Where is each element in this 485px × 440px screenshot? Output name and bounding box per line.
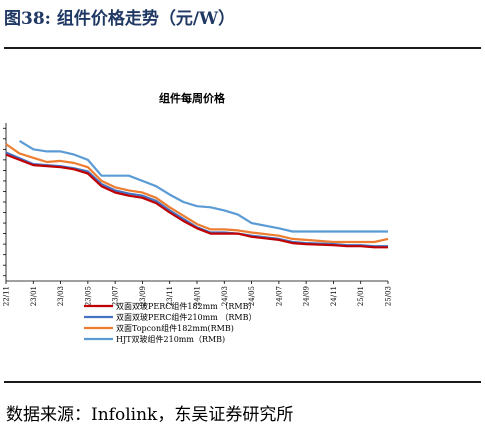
- top-rule: [4, 47, 481, 49]
- x-tick-label: 23/09: [139, 286, 147, 306]
- source-note: 数据来源：Infolink，东吴证券研究所: [6, 405, 294, 425]
- chart-title: 组件每周价格: [159, 91, 226, 105]
- legend: 双面双玻PERC组件182mm （RMB）双面双玻PERC组件210mm （RM…: [84, 301, 256, 344]
- series-line-1: [5, 153, 388, 249]
- series-line-3: [5, 143, 389, 244]
- x-tick-label: 24/05: [248, 286, 256, 306]
- legend-label: HJT双玻组件210mm（RMB): [116, 334, 225, 344]
- x-tick-label: 24/09: [303, 286, 311, 306]
- y-ticks: [3, 127, 6, 277]
- x-tick-label: 23/03: [57, 286, 65, 306]
- series-line-4: [19, 139, 388, 233]
- x-tick-label: 22/11: [3, 286, 11, 306]
- legend-label: 双面双玻PERC组件182mm （RMB）: [116, 301, 256, 311]
- price-chart: 组件每周价格 22/11 23/01 23/03 23/05 23/07 23/09 23/…: [3, 91, 393, 344]
- x-tick-label: 25/01: [357, 286, 365, 306]
- x-tick-label: 23/05: [84, 286, 92, 306]
- series-lines: [5, 139, 389, 249]
- x-tick-label: 24/07: [275, 286, 283, 306]
- x-tick-label: 24/03: [221, 286, 229, 306]
- x-tick-label: 23/01: [30, 286, 38, 306]
- x-tick-label: 24/11: [330, 286, 338, 306]
- x-tick-label: 23/07: [112, 286, 120, 306]
- x-tick-label: 23/11: [166, 286, 174, 306]
- x-ticks: 22/11 23/01 23/03 23/05 23/07 23/09 23/11 24/01…: [3, 281, 393, 306]
- bottom-rule: [4, 381, 481, 383]
- x-tick-label: 25/03: [385, 286, 393, 306]
- figure-title: 图38: 组件价格走势（元/W）: [4, 9, 236, 29]
- legend-label: 双面Topcon组件182mm(RMB): [116, 323, 234, 333]
- x-tick-label: 24/01: [194, 286, 202, 306]
- legend-label: 双面双玻PERC组件210mm （RMB）: [116, 312, 256, 322]
